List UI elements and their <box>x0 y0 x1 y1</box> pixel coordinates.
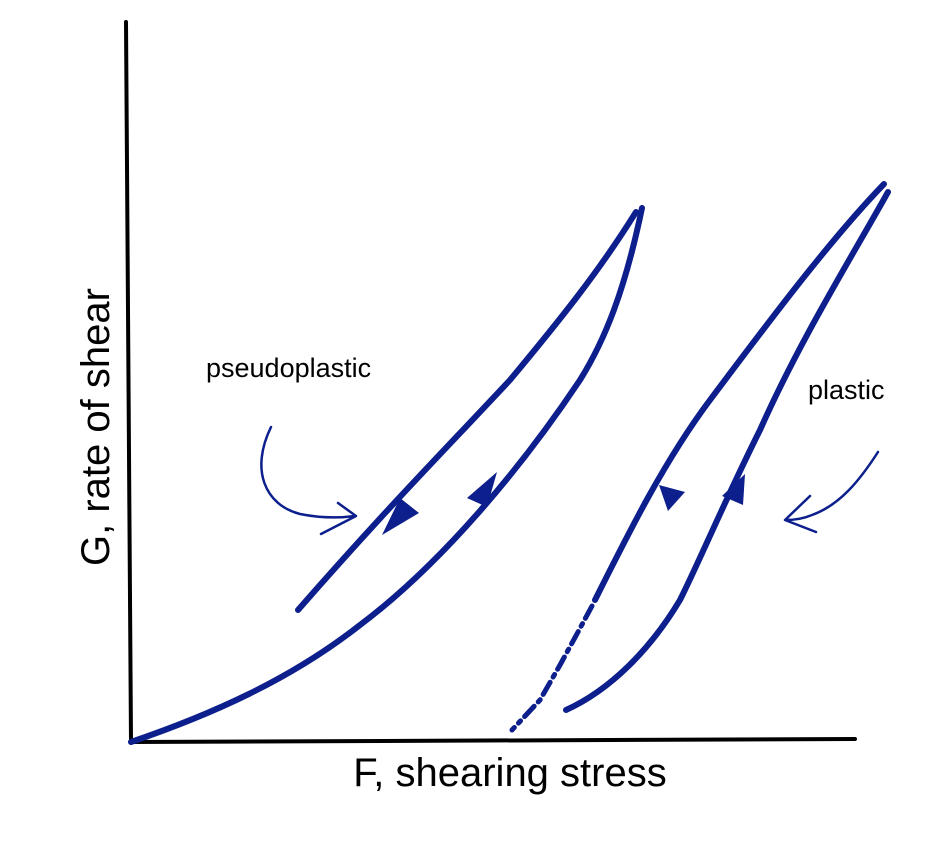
y-axis-label: G, rate of shear <box>74 288 118 566</box>
pseudoplastic-down-arrowhead-icon <box>382 498 419 535</box>
pseudoplastic-annotation: pseudoplastic <box>206 353 372 383</box>
plastic-annotation: plastic <box>808 375 885 405</box>
pseudoplastic-up-arrowhead-icon <box>467 472 497 507</box>
plastic-down-arrowhead-icon <box>659 485 685 511</box>
plastic-yield-extrapolation <box>509 603 595 733</box>
plastic-down-curve <box>592 181 887 603</box>
y-axis <box>124 20 133 744</box>
x-axis <box>129 737 857 744</box>
pseudoplastic-down-curve <box>295 209 639 613</box>
plastic-pointer-arrow-icon <box>783 450 880 534</box>
plastic-up-arrowhead-icon <box>722 474 745 505</box>
pseudoplastic-pointer-arrow-icon <box>260 425 358 536</box>
pseudoplastic-series <box>128 205 645 745</box>
x-axis-label: F, shearing stress <box>353 751 667 795</box>
annotation-pointers <box>260 425 880 536</box>
pseudoplastic-up-curve <box>128 205 645 745</box>
plastic-series <box>509 181 891 733</box>
plastic-up-curve <box>563 189 891 713</box>
axes <box>124 20 857 744</box>
